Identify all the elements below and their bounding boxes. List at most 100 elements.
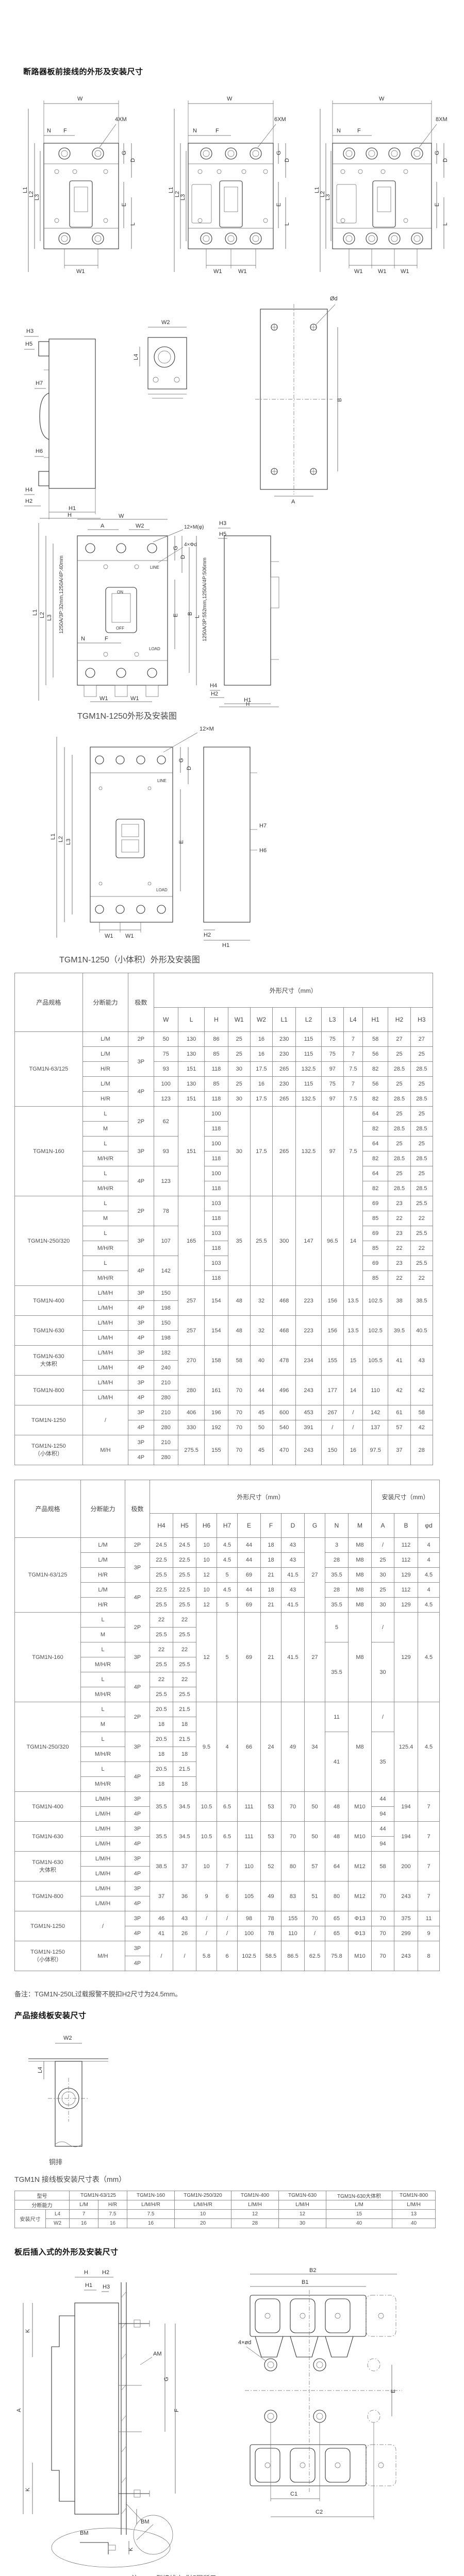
dim-d: D [180, 555, 186, 559]
callout-12xm: 12×M(φ) [184, 524, 204, 530]
data-cell: 6.5 [217, 1821, 238, 1852]
dim-l1: L1 [50, 834, 56, 840]
dim-f: F [357, 128, 361, 134]
dim-bm: BM [141, 2519, 150, 2525]
figure-tgm1n-1250: W A W2 12×M(φ) 4×Φd LINE LOAD ON OFF N F… [32, 513, 279, 707]
data-cell: Φ13 [348, 1926, 372, 1941]
dim-b: B [337, 398, 343, 402]
data-cell: 20.5 [150, 1732, 173, 1747]
data-cell: 156 [321, 1285, 344, 1316]
data-cell: 98 [237, 1911, 261, 1926]
figure-rear-plugin-back: B2 B1 4×ød E C1 C2 [238, 2267, 402, 2519]
data-cell: 23 [388, 1256, 411, 1271]
data-cell: 3 [325, 1537, 349, 1553]
data-cell: 41 [325, 1732, 349, 1792]
data-cell: L [82, 1166, 129, 1181]
dim-w1b: W1 [130, 696, 139, 702]
data-cell: 2P [128, 1031, 154, 1047]
data-cell: 38.5 [150, 1851, 173, 1882]
data-cell: 27 [304, 1612, 325, 1702]
data-cell: 27 [388, 1031, 411, 1047]
dim-h3: H3 [103, 2284, 110, 2290]
dim-e: E [121, 203, 127, 207]
data-cell: 64 [362, 1166, 389, 1181]
data-cell: L/M/H [80, 1806, 125, 1822]
header-cell: 型号 [14, 2191, 70, 2200]
dim-h: H [68, 512, 72, 518]
data-cell: 25.5 [250, 1196, 273, 1286]
data-cell: 105.5 [362, 1345, 389, 1376]
data-cell: 25 [410, 1136, 434, 1151]
data-cell: 4P [128, 1300, 154, 1316]
data-cell: TGM1N-250/320 [14, 1196, 83, 1286]
data-cell: 129 [394, 1597, 418, 1613]
dim-h1: H1 [69, 505, 76, 512]
data-cell: 18 [260, 1537, 281, 1553]
data-cell: 50 [153, 1031, 178, 1047]
header-cell: N [325, 1513, 349, 1538]
data-cell: 16 [97, 2218, 128, 2228]
table-row: 型号 TGM1N-63/125 TGM1N-160 TGM1N-250/320 TGM1… [14, 2191, 436, 2200]
data-cell: 330 [177, 1420, 205, 1435]
header-cell: φd [417, 1513, 440, 1538]
data-cell: L [80, 1702, 125, 1717]
drawing-lines [139, 327, 187, 399]
data-cell: 210 [153, 1435, 178, 1450]
data-cell: 4P [125, 1956, 150, 1971]
data-cell: 75 [321, 1031, 344, 1047]
data-cell: 9 [196, 1881, 217, 1911]
table-row: L/M 4P 100 130 85 25 16 230 115 75 7 56 25 25 [15, 1076, 434, 1107]
data-cell: 25.5 [173, 1687, 196, 1702]
data-cell: 75.8 [325, 1941, 349, 1971]
data-cell: 7.5 [343, 1106, 363, 1196]
data-cell: 3P [125, 1642, 150, 1672]
data-cell: 129 [394, 1612, 418, 1702]
table-row: M 118 82 28.5 28.5 [15, 1121, 434, 1137]
drawing-lines [174, 100, 286, 272]
data-cell: 5.8 [196, 1941, 217, 1971]
data-cell: 7.5 [97, 2209, 128, 2219]
dim-l4: L4 [37, 2067, 43, 2073]
data-cell: 69 [237, 1567, 261, 1583]
table-row: M/H/R 118 85 22 22 [15, 1241, 434, 1256]
data-cell: 58 [410, 1405, 434, 1420]
data-cell: 150 [153, 1285, 178, 1301]
data-cell: 210 [153, 1375, 178, 1391]
data-cell: 70 [227, 1375, 251, 1405]
data-cell: 85 [204, 1076, 228, 1092]
data-cell: 78 [260, 1926, 281, 1941]
data-cell: TGM1N-800 [14, 1375, 83, 1405]
table-row: 产品规格 分断能力 极数 外形尺寸（mm） 安装尺寸（mm） [14, 1480, 440, 1538]
data-cell: 25 [410, 1166, 434, 1181]
data-cell: 25.5 [410, 1196, 434, 1211]
dim-h: H [84, 2269, 88, 2276]
data-cell: 28.5 [410, 1091, 434, 1107]
data-cell: 82 [362, 1151, 389, 1166]
drawing-lines [23, 2277, 176, 2568]
data-cell: M10 [348, 1821, 372, 1852]
header-cell: H3 [410, 1007, 434, 1032]
data-cell: 3P [128, 1046, 154, 1077]
data-cell: M12 [348, 1851, 372, 1882]
dim-l3: L3 [325, 194, 331, 200]
header-cell: TGM1N-63/125 [69, 2191, 128, 2200]
dim-h3: H3 [219, 520, 226, 527]
dim-d: D [442, 158, 449, 162]
data-cell: 7 [343, 1031, 363, 1047]
data-cell: 58 [371, 1851, 394, 1882]
data-cell: 17.5 [250, 1106, 273, 1196]
dim-w1: W1 [354, 268, 363, 275]
header-cell: W2 [250, 1007, 273, 1032]
header-cell: H7 [217, 1513, 238, 1538]
header-cell: TGM1N-160 [127, 2191, 175, 2200]
header-cell: L/M/H [231, 2200, 279, 2210]
drawing-lines [24, 336, 101, 519]
data-cell: 22 [150, 1642, 173, 1657]
data-cell: 14 [343, 1196, 363, 1286]
data-cell: 22 [150, 1672, 173, 1687]
data-cell: 28 [325, 1552, 349, 1568]
data-cell: 165 [177, 1196, 205, 1286]
label-load: LOAD [149, 647, 160, 651]
note-right: 1250A/3P:552mm,1250A/4P:506mm [202, 557, 208, 641]
dim-w1: W1 [213, 268, 222, 275]
